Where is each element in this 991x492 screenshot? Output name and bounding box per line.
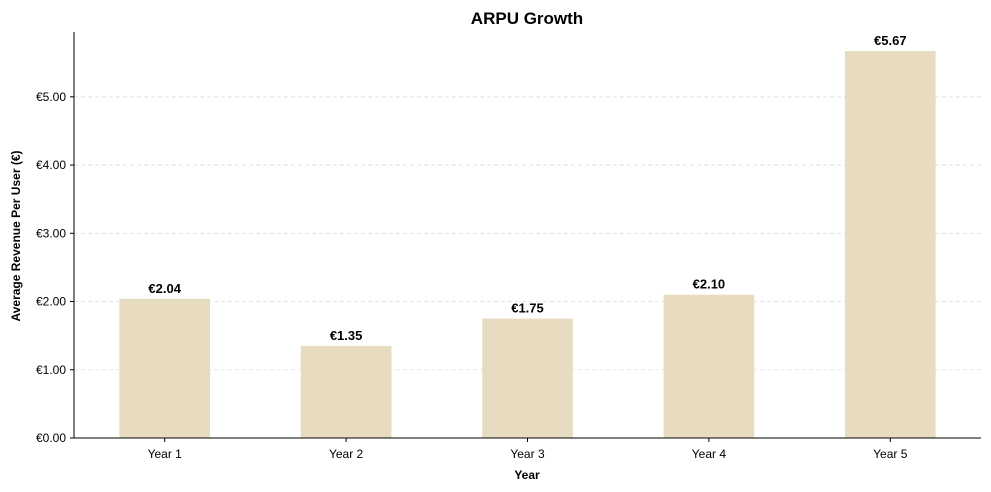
bar	[119, 298, 211, 438]
bar	[300, 345, 392, 438]
y-tick-label: €0.00	[36, 431, 66, 445]
bars	[119, 51, 936, 438]
bar-value-label: €2.10	[693, 277, 726, 292]
chart-title: ARPU Growth	[471, 9, 583, 28]
bar	[663, 294, 755, 438]
bar	[482, 318, 573, 438]
y-ticks: €0.00 €1.00 €2.00 €3.00 €4.00 €5.00	[36, 90, 74, 445]
y-tick-label: €1.00	[36, 363, 66, 377]
x-tick-label: Year 3	[510, 447, 545, 461]
y-tick-label: €5.00	[36, 90, 66, 104]
data-labels: €2.04 €1.35 €1.75 €2.10 €5.67	[148, 33, 906, 343]
x-tick-label: Year 1	[148, 447, 183, 461]
x-tick-label: Year 5	[873, 447, 908, 461]
y-tick-label: €2.00	[36, 295, 66, 309]
bar-value-label: €1.75	[511, 301, 544, 316]
y-axis-label: Average Revenue Per User (€)	[9, 151, 23, 322]
y-tick-label: €3.00	[36, 226, 66, 240]
bar-value-label: €1.35	[330, 328, 363, 343]
bar	[844, 51, 936, 438]
bar-value-label: €2.04	[148, 281, 181, 296]
bar-value-label: €5.67	[874, 33, 907, 48]
x-ticks: Year 1 Year 2 Year 3 Year 4 Year 5	[148, 438, 908, 461]
x-tick-label: Year 4	[692, 447, 727, 461]
y-tick-label: €4.00	[36, 158, 66, 172]
x-axis-label: Year	[514, 468, 540, 482]
x-tick-label: Year 2	[329, 447, 364, 461]
